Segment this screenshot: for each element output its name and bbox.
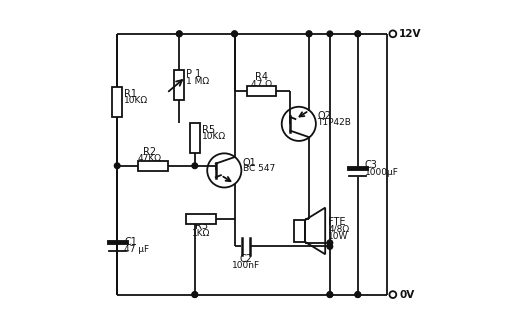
Circle shape	[355, 31, 360, 37]
Circle shape	[192, 163, 198, 168]
Text: 12V: 12V	[399, 29, 422, 39]
Circle shape	[306, 31, 312, 37]
Text: 0V: 0V	[399, 289, 414, 300]
Text: 1KΩ: 1KΩ	[192, 229, 210, 238]
Text: R1: R1	[124, 89, 137, 99]
Circle shape	[327, 292, 333, 297]
Bar	[138, 161, 167, 171]
Text: 47 μF: 47 μF	[124, 245, 149, 254]
Text: 4/8Ω: 4/8Ω	[328, 224, 349, 233]
Text: C3: C3	[365, 160, 378, 170]
Circle shape	[232, 31, 237, 37]
Bar	[174, 70, 184, 100]
Text: BC 547: BC 547	[243, 164, 275, 173]
Bar	[112, 87, 122, 117]
Text: 1 MΩ: 1 MΩ	[186, 76, 209, 86]
Text: 47KΩ: 47KΩ	[138, 154, 162, 163]
Text: R5: R5	[202, 125, 215, 135]
Text: 10KΩ: 10KΩ	[124, 96, 148, 105]
Bar	[294, 220, 305, 242]
Bar	[186, 214, 216, 223]
Text: P 1: P 1	[186, 69, 201, 79]
Circle shape	[355, 292, 360, 297]
Circle shape	[114, 163, 120, 168]
Text: Q2: Q2	[317, 111, 331, 121]
Circle shape	[232, 31, 237, 37]
Circle shape	[355, 292, 360, 297]
Text: T1P42B: T1P42B	[317, 118, 352, 127]
Text: 10KΩ: 10KΩ	[202, 132, 226, 141]
Circle shape	[327, 31, 333, 37]
Circle shape	[176, 31, 182, 37]
Circle shape	[192, 292, 198, 297]
Text: 100nF: 100nF	[232, 261, 260, 270]
Text: R4: R4	[255, 72, 268, 82]
Bar	[190, 123, 200, 153]
Text: 1000μF: 1000μF	[365, 168, 398, 177]
Circle shape	[327, 244, 333, 249]
Text: C1: C1	[124, 237, 137, 247]
Text: FTE: FTE	[328, 217, 346, 227]
Circle shape	[306, 31, 312, 37]
Circle shape	[192, 292, 198, 297]
Text: Q1: Q1	[243, 158, 257, 168]
Bar	[247, 86, 276, 96]
Circle shape	[327, 292, 333, 297]
Circle shape	[176, 31, 182, 37]
Text: 47 Ω: 47 Ω	[251, 80, 272, 88]
Text: C2: C2	[240, 254, 253, 264]
Text: R2: R2	[143, 147, 157, 157]
Circle shape	[355, 31, 360, 37]
Text: 10W: 10W	[328, 232, 349, 241]
Circle shape	[327, 240, 333, 246]
Text: R3: R3	[194, 221, 207, 231]
